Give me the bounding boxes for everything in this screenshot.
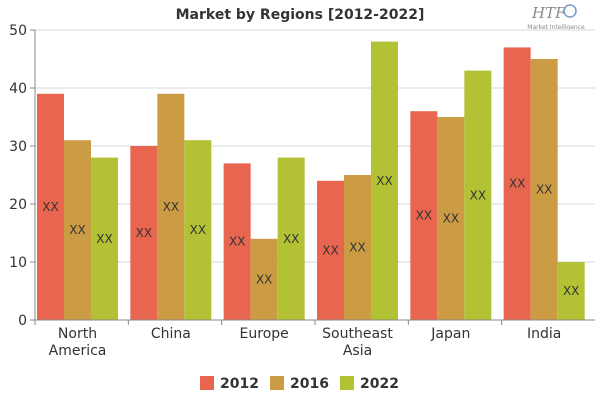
x-category-label-line: China [151, 326, 191, 342]
data-label: XX [349, 241, 365, 255]
logo-main-text: HTF [531, 4, 566, 22]
x-category-label: India [527, 326, 561, 342]
bar-2016-5 [530, 59, 558, 320]
data-label: XX [42, 200, 58, 214]
data-label: XX [443, 212, 459, 226]
legend-label: 2012 [220, 376, 259, 392]
logo-sub-text: Market Intelligence [527, 24, 585, 31]
x-category-label: China [151, 326, 191, 342]
gridlines [35, 29, 595, 263]
bar-2012-4 [410, 111, 438, 320]
y-tick-label: 10 [9, 255, 27, 271]
x-category-label-line: Asia [343, 343, 372, 359]
x-category-label-line: India [527, 326, 561, 342]
bar-2022-2 [277, 157, 305, 320]
data-label: XX [563, 284, 579, 298]
chart-title: Market by Regions [2012-2022] [176, 7, 425, 23]
bar-2012-5 [503, 47, 531, 321]
data-label: XX [322, 243, 338, 257]
legend-label: 2022 [360, 376, 399, 392]
x-category-label: Southeast Asia [322, 326, 393, 359]
data-label: XX [136, 226, 152, 240]
data-label: XX [509, 177, 525, 191]
bar-2022-1 [184, 140, 212, 320]
bar-2022-0 [91, 157, 118, 320]
logo: HTF Market Intelligence [527, 4, 585, 31]
bar-2016-0 [64, 140, 91, 320]
logo-globe-icon [563, 4, 577, 18]
y-tick-label: 20 [9, 197, 27, 213]
y-axis-ticks: 0 10 20 30 40 50 [9, 23, 35, 329]
x-category-label-line: Southeast [322, 326, 393, 342]
data-label: XX [283, 232, 299, 246]
legend-swatch-2016 [270, 376, 284, 390]
x-category-label-line: America [49, 343, 107, 359]
bar-2022-5 [557, 262, 585, 320]
x-category-label: Europe [240, 326, 289, 342]
data-labels: XX XX XX XX XX XX XX XX XX XX XX XX XX XX XX XX XX XX [42, 174, 579, 298]
bar-2012-3 [317, 180, 344, 320]
y-tick-label: 30 [9, 139, 27, 155]
bar-2012-1 [130, 146, 158, 320]
bar-2016-1 [157, 93, 185, 320]
bars [37, 41, 585, 321]
legend: 2012 2016 2022 [200, 376, 399, 392]
y-tick-label: 0 [18, 313, 27, 329]
bar-2016-4 [437, 117, 465, 320]
x-category-label-line: Japan [430, 326, 470, 342]
x-category-label: North America [49, 326, 107, 359]
bar-2016-3 [344, 175, 371, 320]
data-label: XX [190, 223, 206, 237]
legend-swatch-2012 [200, 376, 214, 390]
data-label: XX [470, 188, 486, 202]
data-label: XX [536, 183, 552, 197]
bar-2022-4 [464, 70, 492, 320]
x-category-label: Japan [430, 326, 470, 342]
data-label: XX [229, 235, 245, 249]
data-label: XX [256, 272, 272, 286]
data-label: XX [416, 209, 432, 223]
data-label: XX [376, 174, 392, 188]
x-category-label-line: Europe [240, 326, 289, 342]
x-axis-categories: North America China Europe Southeast Asia Japa… [34, 320, 561, 359]
data-label: XX [96, 232, 112, 246]
bar-2012-2 [223, 163, 251, 320]
x-category-label-line: North [58, 326, 97, 342]
legend-label: 2016 [290, 376, 329, 392]
data-label: XX [69, 223, 85, 237]
y-tick-label: 40 [9, 81, 27, 97]
bar-2022-3 [371, 41, 398, 320]
bar-2016-2 [250, 238, 278, 320]
bar-2012-0 [37, 93, 64, 320]
legend-swatch-2022 [340, 376, 354, 390]
y-tick-label: 50 [9, 23, 27, 39]
data-label: XX [163, 200, 179, 214]
